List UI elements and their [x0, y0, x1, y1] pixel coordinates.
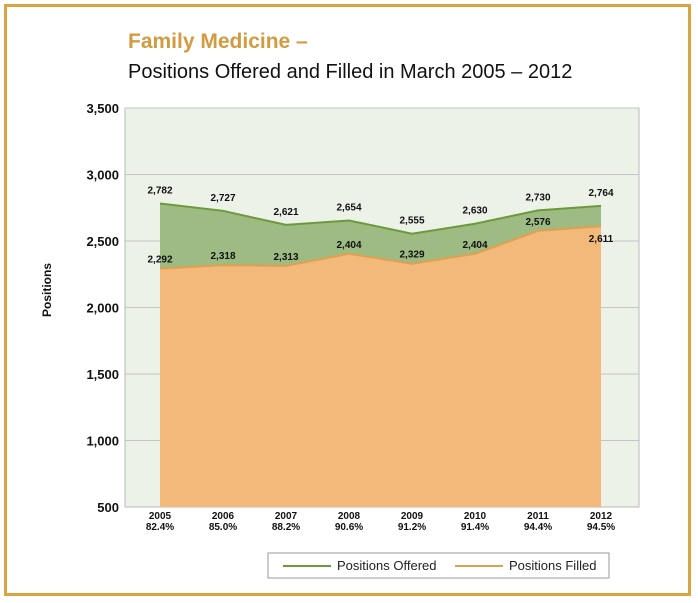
- x-tick-label: 2008: [338, 511, 361, 522]
- y-tick-label: 1,000: [86, 434, 119, 449]
- filled-data-label: 2,329: [399, 250, 424, 261]
- fill-rate-label: 82.4%: [146, 522, 174, 533]
- filled-data-label: 2,313: [273, 252, 298, 263]
- chart-title: Family Medicine –: [128, 30, 308, 53]
- fill-rate-label: 94.5%: [587, 522, 615, 533]
- fill-rate-label: 94.4%: [524, 522, 552, 533]
- offered-data-label: 2,727: [210, 193, 235, 204]
- y-tick-label: 500: [97, 500, 119, 515]
- y-tick-label: 3,500: [86, 101, 119, 116]
- fill-rate-label: 91.2%: [398, 522, 426, 533]
- y-tick-label: 3,000: [86, 168, 119, 183]
- x-tick-label: 2011: [527, 511, 549, 522]
- x-tick-label: 2010: [464, 511, 487, 522]
- offered-area: [160, 203, 601, 269]
- offered-data-label: 2,730: [525, 192, 550, 203]
- x-tick-label: 2009: [401, 511, 424, 522]
- filled-data-label: 2,318: [210, 251, 235, 262]
- filled-data-label: 2,404: [336, 240, 361, 251]
- offered-data-label: 2,782: [147, 185, 172, 196]
- y-tick-label: 2,000: [86, 301, 119, 316]
- filled-area: [160, 226, 601, 507]
- offered-data-label: 2,630: [462, 206, 487, 217]
- y-axis-label: Positions: [40, 263, 54, 317]
- fill-rate-label: 88.2%: [272, 522, 300, 533]
- filled-data-label: 2,292: [147, 255, 172, 266]
- filled-data-label: 2,576: [525, 217, 550, 228]
- chart-subtitle: Positions Offered and Filled in March 20…: [128, 61, 573, 83]
- filled-data-label: 2,404: [462, 240, 487, 251]
- filled-line: [159, 225, 602, 270]
- x-tick-label: 2012: [590, 511, 613, 522]
- filled-data-label: 2,611: [589, 234, 614, 245]
- fill-rate-label: 90.6%: [335, 522, 363, 533]
- offered-data-label: 2,654: [336, 203, 361, 214]
- x-tick-label: 2007: [275, 511, 298, 522]
- offered-data-label: 2,621: [273, 207, 298, 218]
- fill-rate-label: 85.0%: [209, 522, 237, 533]
- legend-label-offered: Positions Offered: [337, 558, 436, 573]
- legend-label-filled: Positions Filled: [509, 558, 596, 573]
- x-tick-label: 2006: [212, 511, 235, 522]
- offered-data-label: 2,764: [588, 188, 613, 199]
- fill-rate-label: 91.4%: [461, 522, 489, 533]
- y-tick-label: 1,500: [86, 367, 119, 382]
- y-tick-label: 2,500: [86, 234, 119, 249]
- x-tick-label: 2005: [149, 511, 172, 522]
- offered-line: [159, 202, 602, 235]
- offered-data-label: 2,555: [399, 216, 424, 227]
- chart-frame: [4, 4, 691, 596]
